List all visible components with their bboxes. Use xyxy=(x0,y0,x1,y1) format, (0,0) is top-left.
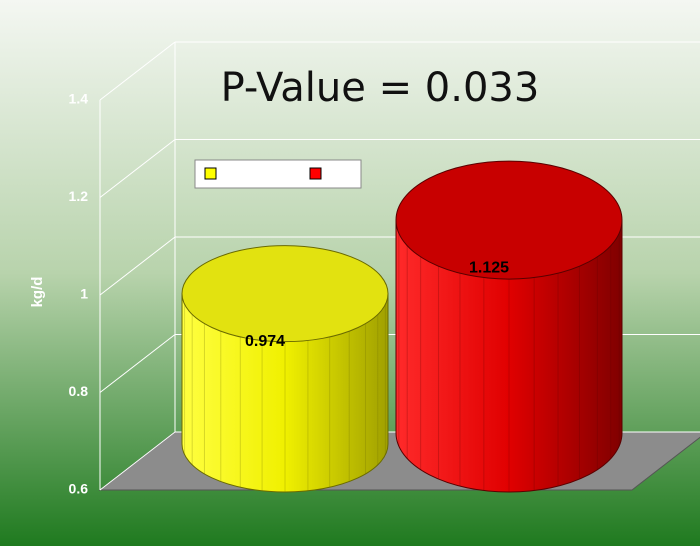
bar-top xyxy=(395,160,623,280)
grid-line xyxy=(99,236,176,296)
grid-line xyxy=(99,334,176,393)
legend-swatch xyxy=(204,167,217,180)
legend xyxy=(194,159,362,189)
grid-line xyxy=(99,139,176,198)
legend-swatch xyxy=(309,167,322,180)
bar xyxy=(181,293,389,493)
data-label: 0.974 xyxy=(245,333,285,350)
annotation: P-Value = 0.033 xyxy=(221,65,540,111)
bar-top xyxy=(181,245,389,343)
grid-line xyxy=(99,431,176,491)
y-tick-label: 1.4 xyxy=(69,91,89,107)
y-axis-title: kg/d xyxy=(29,277,46,308)
data-label: 1.125 xyxy=(469,259,509,276)
y-tick-label: 0.6 xyxy=(69,481,89,497)
y-tick-label: 1.2 xyxy=(69,188,89,204)
legend-label: Control xyxy=(221,165,271,181)
y-tick-label: 1 xyxy=(80,286,88,302)
bar xyxy=(395,219,623,493)
legend-label: Sc xyxy=(326,165,343,181)
grid-line xyxy=(99,41,176,101)
y-tick-label: 0.8 xyxy=(69,383,89,399)
